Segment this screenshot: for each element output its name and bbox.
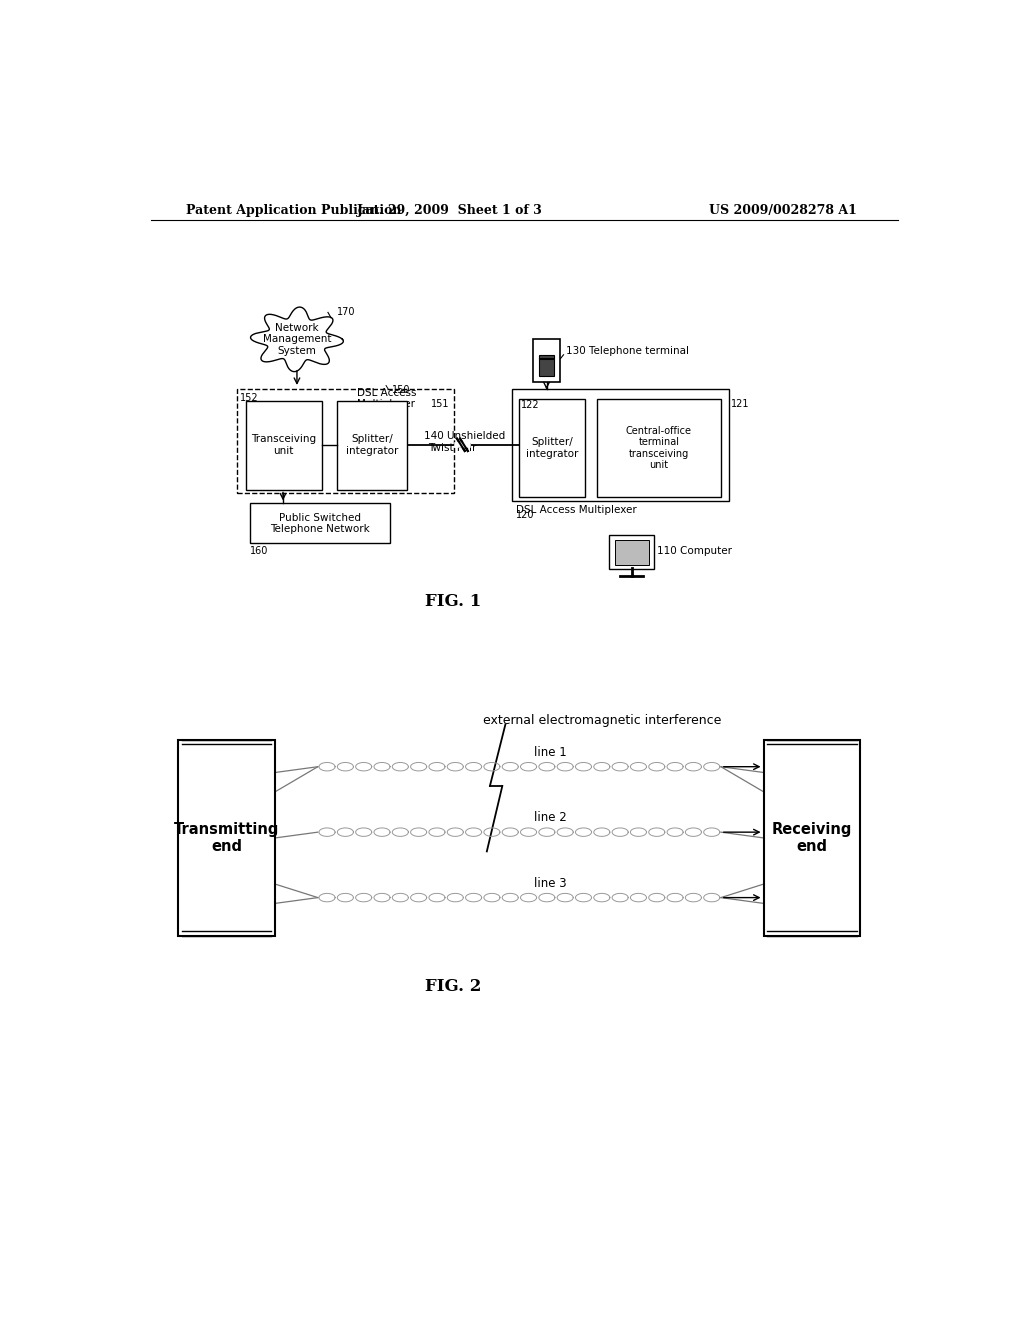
FancyBboxPatch shape [532, 339, 560, 381]
Text: FIG. 2: FIG. 2 [425, 978, 481, 995]
FancyBboxPatch shape [178, 739, 275, 936]
Text: Receiving
end: Receiving end [772, 822, 852, 854]
Text: US 2009/0028278 A1: US 2009/0028278 A1 [709, 205, 856, 218]
Text: 121: 121 [731, 399, 750, 409]
Text: Network
Management
System: Network Management System [263, 323, 331, 356]
Text: line 2: line 2 [534, 812, 566, 825]
Text: Patent Application Publication: Patent Application Publication [186, 205, 401, 218]
Text: 120: 120 [515, 511, 534, 520]
Text: DSL Access
Multiplexer: DSL Access Multiplexer [356, 388, 416, 409]
FancyBboxPatch shape [519, 399, 586, 498]
Text: 140 Unshielded: 140 Unshielded [424, 430, 506, 441]
Text: Transceiving
unit: Transceiving unit [251, 434, 316, 455]
Text: 110 Computer: 110 Computer [656, 546, 731, 556]
Text: 170: 170 [337, 308, 355, 317]
Text: 152: 152 [241, 393, 259, 403]
Text: line 1: line 1 [534, 746, 566, 759]
Text: 150: 150 [391, 385, 410, 395]
FancyBboxPatch shape [337, 401, 407, 490]
Polygon shape [251, 308, 343, 372]
FancyBboxPatch shape [250, 503, 390, 544]
Text: external electromagnetic interference: external electromagnetic interference [483, 714, 722, 727]
FancyBboxPatch shape [609, 535, 654, 569]
FancyBboxPatch shape [539, 355, 554, 376]
FancyBboxPatch shape [246, 401, 322, 490]
Text: Splitter/
integrator: Splitter/ integrator [526, 437, 579, 459]
Text: DSL Access Multiplexer: DSL Access Multiplexer [515, 506, 636, 515]
Text: Splitter/
integrator: Splitter/ integrator [346, 434, 398, 455]
FancyBboxPatch shape [614, 540, 649, 565]
Text: 122: 122 [521, 400, 540, 411]
FancyBboxPatch shape [764, 739, 860, 936]
Text: 160: 160 [250, 546, 268, 557]
Text: 151: 151 [431, 399, 450, 409]
Text: FIG. 1: FIG. 1 [425, 593, 481, 610]
FancyBboxPatch shape [512, 389, 729, 502]
Text: Transmitting
end: Transmitting end [174, 822, 280, 854]
Text: 130 Telephone terminal: 130 Telephone terminal [566, 346, 689, 356]
Text: Twist Pair: Twist Pair [428, 442, 477, 453]
Text: Central-office
terminal
transceiving
unit: Central-office terminal transceiving uni… [626, 425, 692, 470]
Text: Public Switched
Telephone Network: Public Switched Telephone Network [270, 512, 370, 535]
FancyBboxPatch shape [597, 399, 721, 498]
Text: Jan. 29, 2009  Sheet 1 of 3: Jan. 29, 2009 Sheet 1 of 3 [356, 205, 543, 218]
Text: line 3: line 3 [535, 876, 566, 890]
